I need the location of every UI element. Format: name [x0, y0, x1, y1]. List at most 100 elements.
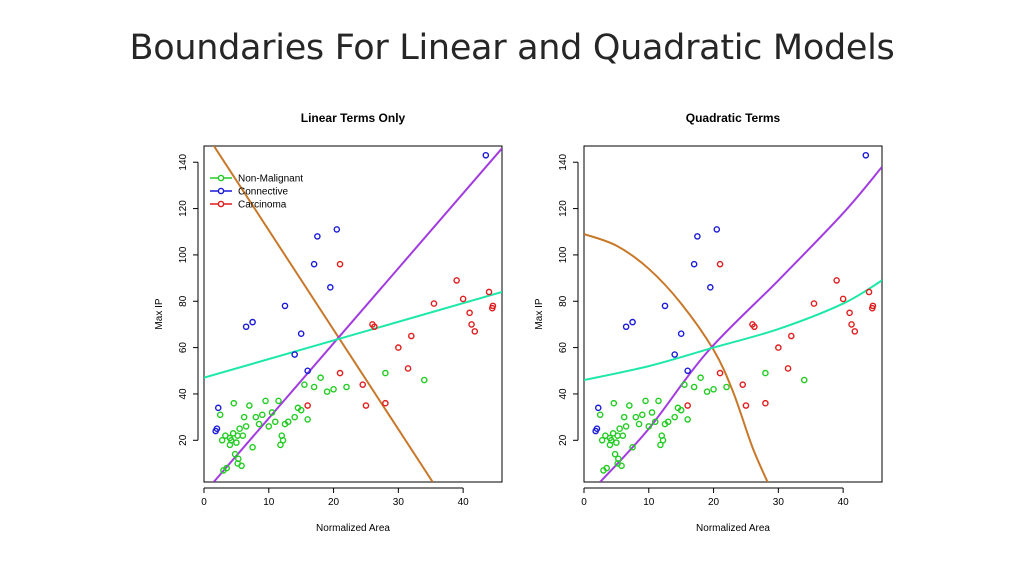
- legend-label: Non-Malignant: [238, 174, 303, 185]
- non-malignant-point: [420, 376, 428, 384]
- carcinoma-point: [466, 309, 473, 317]
- non-malignant-point: [246, 402, 253, 409]
- legend-item: Non-Malignant: [210, 174, 303, 185]
- non-malignant-point: [279, 436, 287, 444]
- non-malignant-point: [226, 434, 234, 442]
- non-malignant-point: [603, 464, 610, 472]
- legend-item: Connective: [210, 187, 288, 198]
- y-tick-label: 80: [178, 295, 189, 307]
- connective-point: [661, 302, 669, 310]
- non-malignant-point: [671, 413, 678, 421]
- non-malignant-point: [304, 416, 311, 423]
- non-malignant-point: [610, 399, 618, 407]
- carcinoma-point: [489, 302, 497, 310]
- non-malignant-point: [613, 439, 620, 446]
- boundary-teal-line: [584, 279, 882, 382]
- non-malignant-point: [616, 425, 623, 433]
- non-malignant-point: [677, 406, 685, 414]
- legend-swatch-point: [217, 187, 225, 195]
- non-malignant-point: [710, 386, 717, 393]
- non-malignant-point: [259, 411, 266, 419]
- non-malignant-point: [249, 443, 256, 451]
- boundary-purple-line: [212, 147, 502, 482]
- non-malignant-point: [291, 413, 298, 421]
- x-tick-label: 20: [708, 497, 720, 508]
- carcinoma-point: [833, 277, 840, 284]
- non-malignant-point: [230, 399, 238, 407]
- non-malignant-point: [681, 381, 688, 388]
- carcinoma-point: [371, 323, 378, 331]
- y-tick-label: 40: [558, 388, 569, 400]
- y-tick-label: 100: [558, 246, 569, 263]
- connective-point: [242, 323, 250, 331]
- non-malignant-point: [382, 369, 389, 377]
- x-tick-label: 0: [201, 497, 207, 508]
- non-malignant-point: [284, 418, 292, 426]
- non-malignant-point: [268, 409, 276, 416]
- connective-point: [249, 318, 256, 326]
- x-axis-label: Normalized Area: [696, 523, 770, 534]
- non-malignant-point: [242, 423, 250, 430]
- non-malignant-point: [614, 432, 621, 439]
- non-malignant-point: [690, 383, 698, 391]
- non-malignant-point: [642, 397, 649, 405]
- boundary-orange-line: [212, 146, 434, 482]
- carcinoma-point: [304, 402, 311, 409]
- carcinoma-point: [751, 323, 758, 331]
- carcinoma-point: [430, 300, 438, 307]
- non-malignant-point: [619, 432, 627, 439]
- connective-point: [304, 367, 311, 375]
- carcinoma-point: [453, 277, 460, 284]
- quadratic-terms-chart: Quadratic Terms 0 10 20 30 40 20 40 60 80 100 120 14…: [534, 111, 883, 534]
- carcinoma-point: [839, 295, 847, 303]
- y-tick-label: 120: [178, 200, 189, 217]
- non-malignant-point: [596, 411, 604, 419]
- carcinoma-point: [362, 402, 370, 409]
- carcinoma-point: [762, 399, 769, 407]
- non-malignant-point: [655, 397, 662, 405]
- chart-title: Linear Terms Only: [301, 111, 406, 125]
- connective-point: [713, 226, 721, 233]
- non-malignant-point: [223, 464, 230, 472]
- non-malignant-point: [648, 409, 656, 416]
- x-tick-label: 10: [263, 497, 275, 508]
- non-malignant-point: [252, 413, 260, 421]
- connective-point: [707, 284, 714, 291]
- connective-point: [281, 302, 289, 310]
- non-malignant-point: [697, 374, 704, 382]
- carcinoma-point: [775, 344, 782, 351]
- connective-point: [684, 367, 691, 375]
- connective-point: [291, 351, 298, 358]
- non-malignant-point: [239, 432, 247, 439]
- carcinoma-point: [788, 332, 795, 340]
- x-axis-label: Normalized Area: [316, 523, 390, 534]
- x-tick-label: 30: [773, 497, 785, 508]
- non-malignant-point: [218, 436, 226, 444]
- y-tick-label: 60: [178, 342, 189, 354]
- linear-terms-chart: Linear Terms Only 0 10 20 30 40 20 40 60 80 100 120…: [154, 111, 503, 534]
- x-tick-label: 10: [643, 497, 655, 508]
- non-malignant-point: [659, 436, 667, 444]
- non-malignant-point: [234, 432, 241, 439]
- y-tick-label: 40: [178, 388, 189, 400]
- non-malignant-point: [703, 388, 711, 395]
- connective-point: [622, 323, 630, 331]
- carcinoma-point: [408, 332, 415, 340]
- non-malignant-point: [265, 423, 273, 430]
- non-malignant-point: [297, 406, 305, 414]
- connective-point: [482, 151, 490, 159]
- plot-area: [584, 151, 882, 482]
- connective-point: [314, 233, 321, 240]
- connective-point: [862, 151, 870, 159]
- carcinoma-point: [359, 381, 367, 388]
- x-tick-label: 40: [838, 497, 850, 508]
- non-malignant-point: [233, 439, 240, 446]
- connective-point: [694, 233, 701, 240]
- non-malignant-point: [271, 418, 279, 426]
- legend-swatch-point: [217, 174, 225, 182]
- carcinoma-point: [865, 288, 873, 296]
- connective-point: [333, 226, 341, 233]
- y-tick-label: 20: [178, 434, 189, 446]
- connective-point: [310, 260, 318, 268]
- connective-point: [297, 330, 305, 337]
